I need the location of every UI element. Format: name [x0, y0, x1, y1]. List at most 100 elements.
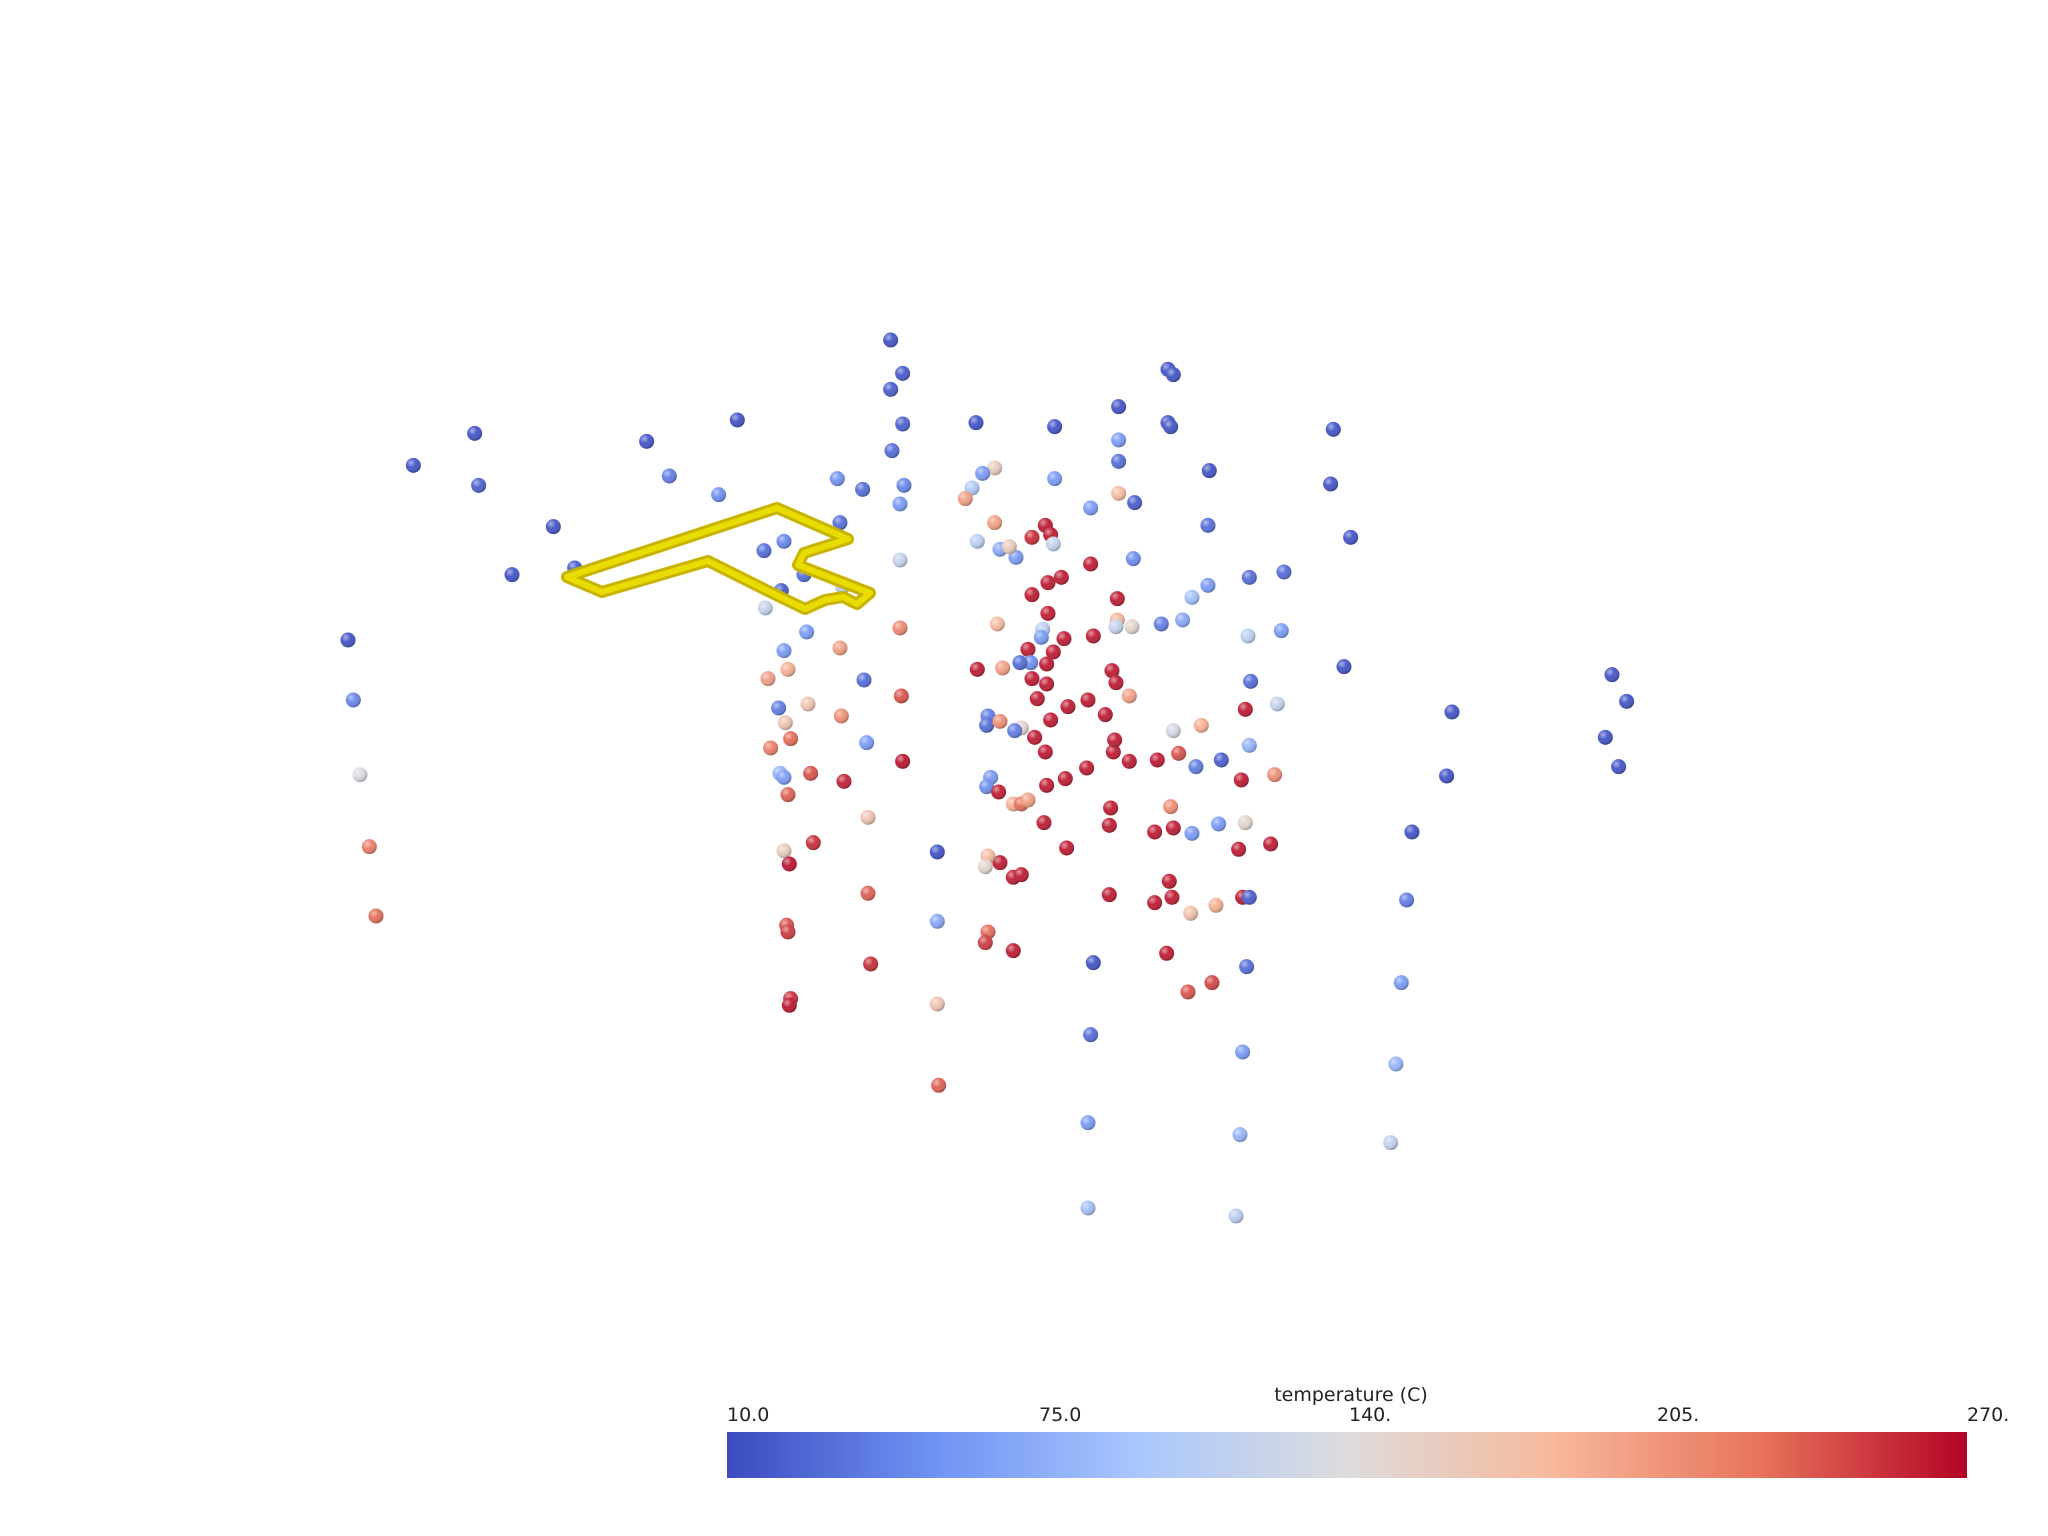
point-sphere-shading: [931, 1077, 947, 1093]
point-sphere-shading: [1007, 723, 1023, 739]
point-sphere: [776, 843, 792, 859]
point-sphere: [892, 496, 908, 512]
point-sphere-shading: [895, 365, 911, 381]
point-sphere: [1388, 1056, 1404, 1072]
point-sphere-shading: [1125, 551, 1141, 567]
point-sphere-shading: [964, 480, 980, 496]
point-sphere-shading: [1039, 777, 1055, 793]
point-sphere-shading: [1161, 873, 1177, 889]
point-sphere: [1611, 759, 1627, 775]
point-sphere: [1012, 655, 1028, 671]
point-sphere: [1204, 975, 1220, 991]
point-sphere: [1153, 616, 1169, 632]
point-sphere-shading: [1163, 799, 1179, 815]
point-sphere: [1079, 760, 1095, 776]
point-sphere: [863, 956, 879, 972]
point-sphere: [1027, 729, 1043, 745]
point-sphere-shading: [467, 425, 483, 441]
point-sphere-shading: [1239, 959, 1255, 975]
point-sphere-shading: [1604, 667, 1620, 683]
point-sphere: [856, 672, 872, 688]
point-sphere-shading: [1105, 744, 1121, 760]
point-sphere-shading: [1343, 529, 1359, 545]
point-sphere: [1241, 737, 1257, 753]
point-sphere-shading: [1108, 619, 1124, 635]
point-sphere-shading: [895, 753, 911, 769]
point-sphere: [1080, 1115, 1096, 1131]
point-sphere-shading: [1060, 699, 1076, 715]
point-sphere: [1201, 463, 1217, 479]
point-sphere-shading: [1237, 815, 1253, 831]
point-sphere-shading: [860, 809, 876, 825]
point-sphere-shading: [1231, 841, 1247, 857]
point-sphere: [1060, 699, 1076, 715]
point-sphere: [780, 924, 796, 940]
point-sphere-shading: [1080, 692, 1096, 708]
point-sphere: [361, 839, 377, 855]
point-sphere: [855, 481, 871, 497]
point-sphere-shading: [639, 433, 655, 449]
point-sphere-shading: [780, 924, 796, 940]
point-sphere-shading: [1029, 691, 1045, 707]
point-sphere-shading: [780, 661, 796, 677]
point-sphere: [1053, 569, 1069, 585]
point-sphere: [805, 835, 821, 851]
point-sphere-shading: [1083, 500, 1099, 516]
point-sphere: [1200, 577, 1216, 593]
point-sphere: [760, 671, 776, 687]
point-sphere: [1399, 892, 1415, 908]
point-sphere-shading: [1047, 471, 1063, 487]
point-sphere: [776, 533, 792, 549]
point-sphere-shading: [1163, 419, 1179, 435]
point-sphere-shading: [977, 935, 993, 951]
point-sphere-shading: [340, 632, 356, 648]
point-sphere-shading: [1269, 696, 1285, 712]
point-sphere-shading: [783, 731, 799, 747]
point-sphere-shading: [1085, 955, 1101, 971]
point-sphere: [1273, 623, 1289, 639]
point-sphere: [1083, 1027, 1099, 1043]
point-sphere-shading: [776, 533, 792, 549]
point-sphere: [832, 515, 848, 531]
point-sphere-shading: [1001, 539, 1017, 555]
point-sphere-shading: [1121, 753, 1137, 769]
point-sphere-shading: [799, 624, 815, 640]
point-sphere: [1193, 717, 1209, 733]
point-sphere-shading: [979, 717, 995, 733]
point-sphere-shading: [1240, 628, 1256, 644]
point-sphere: [1211, 816, 1227, 832]
point-sphere: [957, 491, 973, 507]
point-sphere: [639, 433, 655, 449]
point-sphere-shading: [1243, 673, 1259, 689]
point-sphere: [989, 616, 1005, 632]
point-sphere: [1171, 745, 1187, 761]
point-sphere: [1085, 955, 1101, 971]
point-sphere: [892, 552, 908, 568]
point-sphere-shading: [1111, 453, 1127, 469]
point-sphere: [1045, 536, 1061, 552]
point-sphere-shading: [1045, 536, 1061, 552]
point-sphere-shading: [1059, 840, 1075, 856]
point-sphere-shading: [1040, 575, 1056, 591]
point-sphere: [1183, 905, 1199, 921]
point-sphere: [1213, 752, 1229, 768]
point-sphere: [1040, 575, 1056, 591]
point-sphere-shading: [1159, 945, 1175, 961]
point-sphere: [781, 997, 797, 1013]
point-sphere-shading: [968, 415, 984, 431]
point-sphere-shading: [1107, 732, 1123, 748]
point-sphere-shading: [361, 839, 377, 855]
point-sphere-shading: [757, 600, 773, 616]
point-sphere-shading: [893, 688, 909, 704]
point-sphere-shading: [969, 661, 985, 677]
point-sphere: [1121, 753, 1137, 769]
point-sphere-shading: [776, 769, 792, 785]
point-sphere: [1101, 887, 1117, 903]
point-sphere: [1005, 943, 1021, 959]
point-sphere: [1619, 693, 1635, 709]
point-sphere: [1108, 675, 1124, 691]
point-sphere: [1039, 777, 1055, 793]
point-sphere-shading: [1053, 569, 1069, 585]
point-sphere: [987, 460, 1003, 476]
